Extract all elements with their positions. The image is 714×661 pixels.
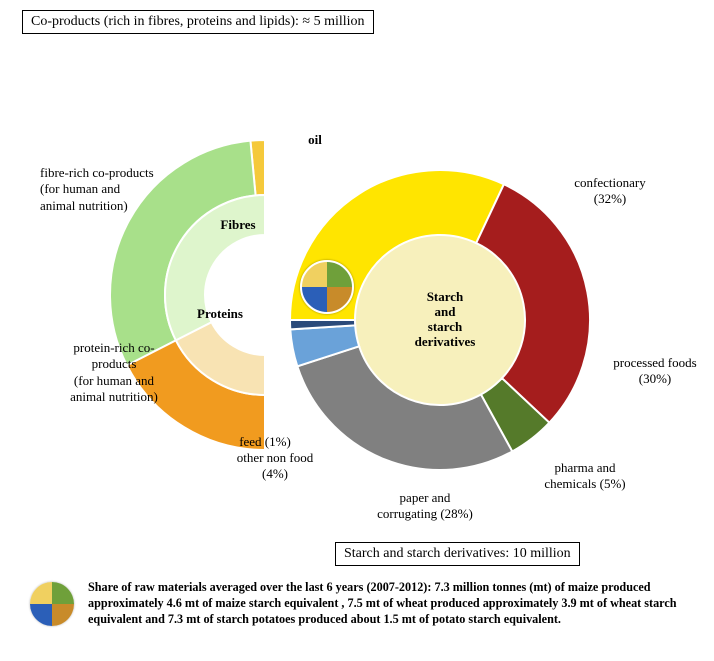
other-non-food-label: other non food(4%) bbox=[215, 450, 335, 483]
proteins-core-label: Proteins bbox=[185, 306, 255, 322]
feed-label: feed (1%) bbox=[225, 434, 305, 450]
oil-label: oil bbox=[295, 132, 335, 148]
confectionary-label: confectionary(32%) bbox=[555, 175, 665, 208]
chart-area: Starchandstarchderivatives Fibres Protei… bbox=[0, 60, 714, 530]
pharma-label: pharma andchemicals (5%) bbox=[520, 460, 650, 493]
crop-photo-icon bbox=[300, 260, 354, 314]
starch-center-label: Starchandstarchderivatives bbox=[400, 290, 490, 350]
crop-photo-small-icon bbox=[30, 582, 74, 626]
footer-text: Share of raw materials averaged over the… bbox=[88, 580, 690, 628]
fibre-outer-label: fibre-rich co-products(for human andanim… bbox=[40, 165, 205, 214]
paper-label: paper andcorrugating (28%) bbox=[355, 490, 495, 523]
starch-center-label-text: Starchandstarchderivatives bbox=[415, 289, 476, 349]
fibres-core-label: Fibres bbox=[208, 217, 268, 233]
protein-outer-label: protein-rich co-products(for human andan… bbox=[44, 340, 184, 405]
starch-title-box: Starch and starch derivatives: 10 millio… bbox=[335, 542, 580, 566]
processed-foods-label: processed foods(30%) bbox=[600, 355, 710, 388]
footer: Share of raw materials averaged over the… bbox=[30, 580, 690, 628]
coproducts-title-box: Co-products (rich in fibres, proteins an… bbox=[22, 10, 374, 34]
